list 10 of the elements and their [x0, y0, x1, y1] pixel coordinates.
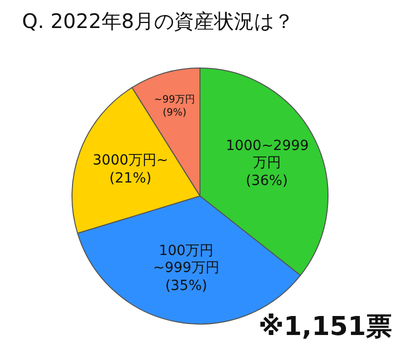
data-label: (35%)	[164, 278, 208, 296]
slice-label: 100万円~999万円	[152, 242, 220, 278]
data-label: (21%)	[108, 170, 152, 188]
chart-title: Q. 2022年8月の資産状況は？	[22, 8, 294, 35]
slice-label: 1000~2999万円	[226, 137, 309, 172]
slice-label: 3000万円~	[92, 152, 170, 170]
data-label: (9%)	[162, 107, 188, 120]
slice-label: ~99万円	[152, 94, 196, 108]
text: ※1,151票	[258, 311, 392, 344]
data-label: (36%)	[244, 172, 289, 190]
